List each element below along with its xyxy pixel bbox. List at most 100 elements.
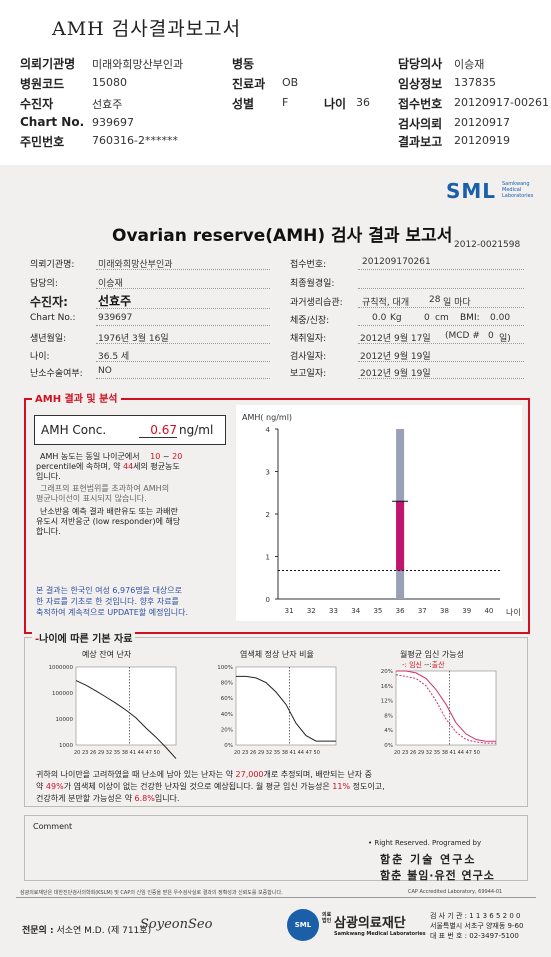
top-header: AMH 검사결과보고서 의뢰기관명 미래와희망산부인과 병동 담당의사 이승재 … bbox=[0, 0, 551, 160]
document-number: 2012-0021598 bbox=[454, 240, 521, 250]
label-patient-r: 수진자: bbox=[30, 295, 68, 309]
chart3-legend: -: 임신 --:출산 bbox=[402, 660, 445, 670]
header-title: AMH 검사결과보고서 bbox=[52, 18, 242, 40]
x-tick-label: 38 bbox=[440, 607, 449, 615]
normal-chromosome-chart: 100% 80% 60% 40% 20% 0%20 23 26 29 32 35 38 4… bbox=[217, 665, 337, 756]
p3-text-b: 유도시 저반응군 (low responder)에 해당 bbox=[36, 517, 181, 526]
label-reg-no: 접수번호: bbox=[290, 260, 327, 270]
amh-section-title: AMH 결과 및 분석 bbox=[32, 390, 121, 405]
x-tick-label: 36 bbox=[396, 607, 405, 615]
dotted-line bbox=[96, 343, 270, 344]
foundation-prefix: 의료 법인 bbox=[322, 912, 331, 924]
value-patient-r: 선효주 bbox=[98, 294, 132, 308]
chart2-title: 염색체 정상 난자 비율 bbox=[240, 650, 314, 659]
sml-logo-sub3: Laboratories bbox=[502, 193, 534, 199]
p1-range-high: 20 bbox=[172, 452, 183, 461]
dotted-line bbox=[96, 361, 270, 362]
s1-text-a: 귀하의 나이만을 고려하였을 때 난소에 남아 있는 난자는 약 bbox=[36, 770, 233, 779]
scanned-report: SML Samkwang Medical Laboratories Ovaria… bbox=[0, 165, 551, 957]
amh-note: 본 결과는 한국인 여성 6,976명을 대상으로 한 자료를 기초로 한 것입… bbox=[36, 585, 188, 618]
value-clinical-info: 137835 bbox=[454, 76, 496, 89]
mini-series-line bbox=[75, 680, 177, 759]
label-hospital-code: 병원코드 bbox=[20, 77, 65, 91]
label-requester-r: 의뢰기관명: bbox=[30, 260, 75, 270]
mini-series-line bbox=[236, 675, 336, 742]
amh-conc-label: AMH Conc. bbox=[41, 423, 107, 437]
amh-conc-box: AMH Conc. 0.67 ng/ml bbox=[34, 415, 226, 445]
doctor-name: 서소연 M.D. bbox=[56, 926, 105, 936]
value-reg-no: 201209170261 bbox=[362, 257, 431, 267]
mini-plot-area bbox=[395, 670, 497, 746]
mini-series-line bbox=[395, 674, 496, 744]
mini-y-tick-label: 10000 bbox=[56, 717, 74, 723]
value-patient: 선효주 bbox=[92, 98, 123, 111]
x-tick-label: 39 bbox=[462, 607, 471, 615]
label-doctor: 담당의사 bbox=[398, 57, 443, 71]
label-bmi: BMI: bbox=[460, 313, 480, 323]
mini-x-tick-labels: 20 23 26 29 32 35 38 41 44 47 50 bbox=[234, 750, 320, 756]
report-title: Ovarian reserve(AMH) 검사 결과 보고서 bbox=[112, 226, 453, 246]
s2-text-a: 약 bbox=[36, 782, 44, 791]
x-tick-label: 37 bbox=[418, 607, 427, 615]
footer-divider bbox=[16, 897, 536, 898]
foundation-name: 삼광의료재단 bbox=[334, 916, 406, 931]
mini-y-tick-label: 60% bbox=[221, 696, 233, 702]
value-mcd-unit: 일) bbox=[499, 334, 511, 344]
note-line-1: 본 결과는 한국인 여성 6,976명을 대상으로 bbox=[36, 586, 183, 595]
label-chart-no: Chart No. bbox=[20, 115, 85, 129]
dotted-line bbox=[96, 269, 270, 270]
value-height: 0 bbox=[424, 313, 430, 323]
value-department: OB bbox=[282, 76, 299, 89]
label-department: 진료과 bbox=[232, 77, 266, 91]
y-axis-title: AMH( ng/ml) bbox=[242, 413, 292, 422]
sml-logo-sub1: Samkwang bbox=[502, 181, 530, 187]
doctor-info: 전문의 : 서소연 M.D. (제 711호) bbox=[22, 923, 151, 936]
value-receipt-no: 20120917-00261 bbox=[454, 96, 549, 109]
mini-plot-area bbox=[235, 666, 337, 746]
foundation-name-en: Samkwang Medical Laboratories bbox=[334, 931, 426, 937]
p1-range-low: 10 bbox=[150, 452, 161, 461]
y-tick-label: 3 bbox=[266, 469, 270, 477]
mini-y-tick-label: 12% bbox=[381, 699, 393, 705]
s1-text-b: 개로 추정되며, 배란되는 난자 중 bbox=[263, 770, 372, 779]
label-cycle: 과거생리습관: bbox=[290, 298, 343, 308]
value-hospital-code: 15080 bbox=[92, 76, 127, 89]
mini-y-tick-label: 1000000 bbox=[49, 665, 74, 671]
value-cycle: 규칙적, 대개 bbox=[362, 298, 410, 308]
dotted-line bbox=[96, 308, 270, 309]
mini-y-tick-label: 0% bbox=[224, 743, 233, 749]
value-birth-r: 1976년 3월 16일 bbox=[98, 334, 169, 344]
p1-age: 44 bbox=[122, 462, 134, 471]
comment-label: Comment bbox=[33, 822, 73, 831]
p2-text-a: 그래프의 표현범위를 초과하여 AMH의 bbox=[40, 484, 170, 493]
mini-x-tick-labels: 20 23 26 29 32 35 38 41 44 47 50 bbox=[74, 750, 160, 756]
p1-range-sep: ~ bbox=[162, 452, 170, 461]
label-test-date: 검사일자: bbox=[290, 352, 327, 362]
p1-text-b: percentile에 속하며, 약 bbox=[36, 462, 121, 471]
label-age: 나이 bbox=[324, 97, 347, 111]
p3-text-a: 난소반응 예측 결과 배란유도 또는 과배란 bbox=[40, 507, 178, 516]
note-line-2: 한 자료를 기초로 한 것입니다. 향후 자료를 bbox=[36, 597, 179, 606]
note-line-3: 축적하여 계속적으로 UPDATE할 예정입니다. bbox=[36, 608, 189, 617]
s3-text-b: 입니다. bbox=[154, 794, 180, 803]
value-doctor: 이승재 bbox=[454, 58, 485, 71]
mini-y-tick-label: 1000 bbox=[59, 743, 73, 749]
amh-analysis-box bbox=[24, 398, 530, 634]
basic-section-title: -나이에 따른 기본 자료 bbox=[32, 630, 136, 645]
label-report-date: 보고일자: bbox=[290, 369, 327, 379]
mini-plot-area bbox=[75, 666, 177, 746]
dotted-line bbox=[358, 343, 524, 344]
y-tick-label: 0 bbox=[266, 596, 270, 604]
org-tel: 대 표 번 호 : 02-3497-5100 bbox=[430, 932, 519, 940]
dotted-line bbox=[358, 307, 524, 308]
value-chart-no: 939697 bbox=[92, 116, 134, 129]
mini-y-tick-label: 4% bbox=[384, 728, 393, 734]
value-requester: 미래와희망산부인과 bbox=[92, 58, 184, 71]
s3-birth: 6.8% bbox=[134, 794, 155, 803]
label-requester: 의뢰기관명 bbox=[20, 57, 76, 71]
lab-name-2: 함춘 불임·유전 연구소 bbox=[380, 869, 495, 882]
sml-logo: SML bbox=[446, 179, 497, 203]
label-sex: 성별 bbox=[232, 97, 255, 111]
dotted-line bbox=[96, 325, 270, 326]
